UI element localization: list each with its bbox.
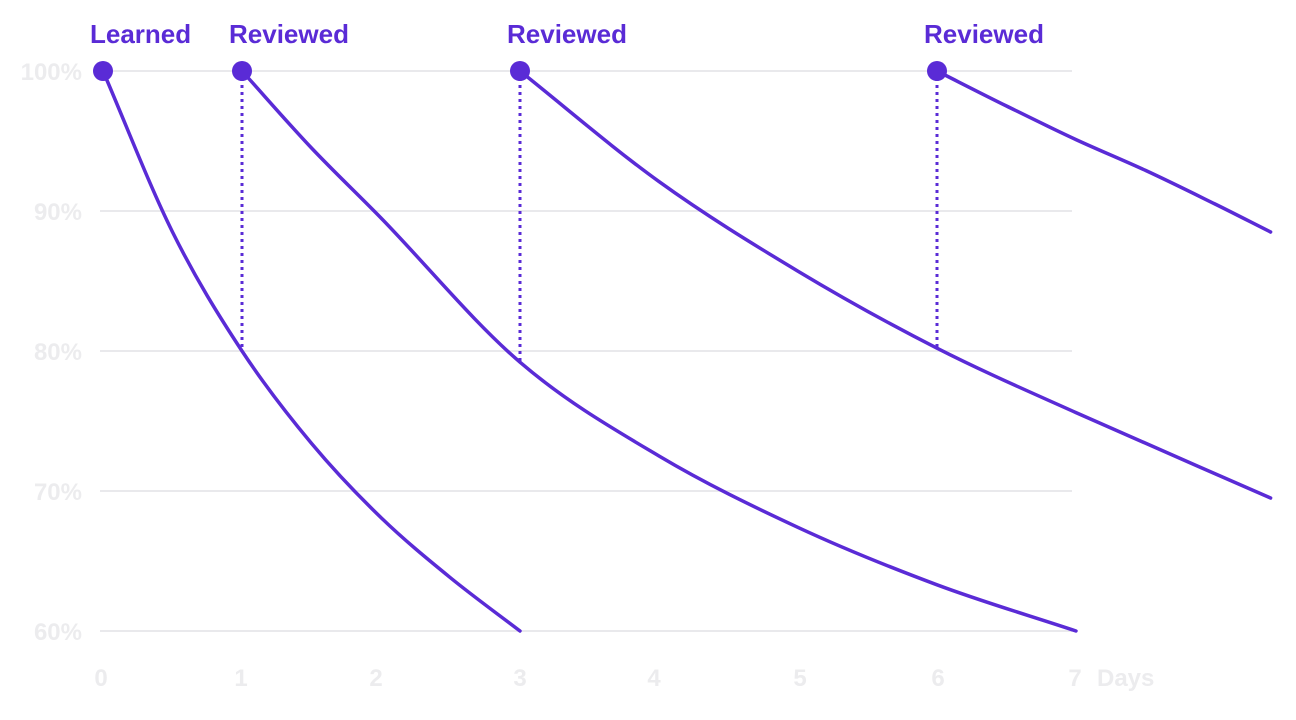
event-marker: [927, 61, 947, 81]
retention-curve-1: [101, 69, 522, 633]
x-tick-label: 0: [94, 665, 107, 692]
review-drop-lines: [240, 71, 939, 365]
x-tick-label: 7: [1068, 665, 1081, 692]
event-label: Reviewed: [507, 19, 627, 49]
event-marker: [232, 61, 252, 81]
y-tick-label: 70%: [34, 479, 82, 506]
x-tick-label: 6: [931, 665, 944, 692]
y-axis-ticks: 100% 90% 80% 70% 60%: [21, 59, 82, 646]
retention-curve-3: [518, 69, 1273, 500]
event-label: Reviewed: [229, 19, 349, 49]
event-labels: Learned Reviewed Reviewed Reviewed: [90, 19, 1044, 49]
event-marker: [93, 61, 113, 81]
x-tick-label: 3: [513, 665, 526, 692]
y-tick-label: 60%: [34, 619, 82, 646]
event-label: Reviewed: [924, 19, 1044, 49]
retention-curve-4: [935, 69, 1273, 234]
x-tick-label: 2: [369, 665, 382, 692]
event-marker: [510, 61, 530, 81]
x-tick-label: 1: [234, 665, 247, 692]
y-tick-label: 80%: [34, 339, 82, 366]
retention-curves: [101, 69, 1273, 633]
x-axis-ticks: 0 1 2 3 4 5 6 7: [94, 665, 1081, 692]
x-axis-label: Days: [1097, 665, 1154, 692]
y-tick-label: 90%: [34, 199, 82, 226]
x-tick-label: 4: [647, 665, 661, 692]
event-markers: [93, 61, 947, 81]
x-tick-label: 5: [793, 665, 806, 692]
event-label: Learned: [90, 19, 191, 49]
y-tick-label: 100%: [21, 59, 82, 86]
retention-curve-2: [240, 69, 1078, 633]
grid-lines: [100, 70, 1072, 632]
